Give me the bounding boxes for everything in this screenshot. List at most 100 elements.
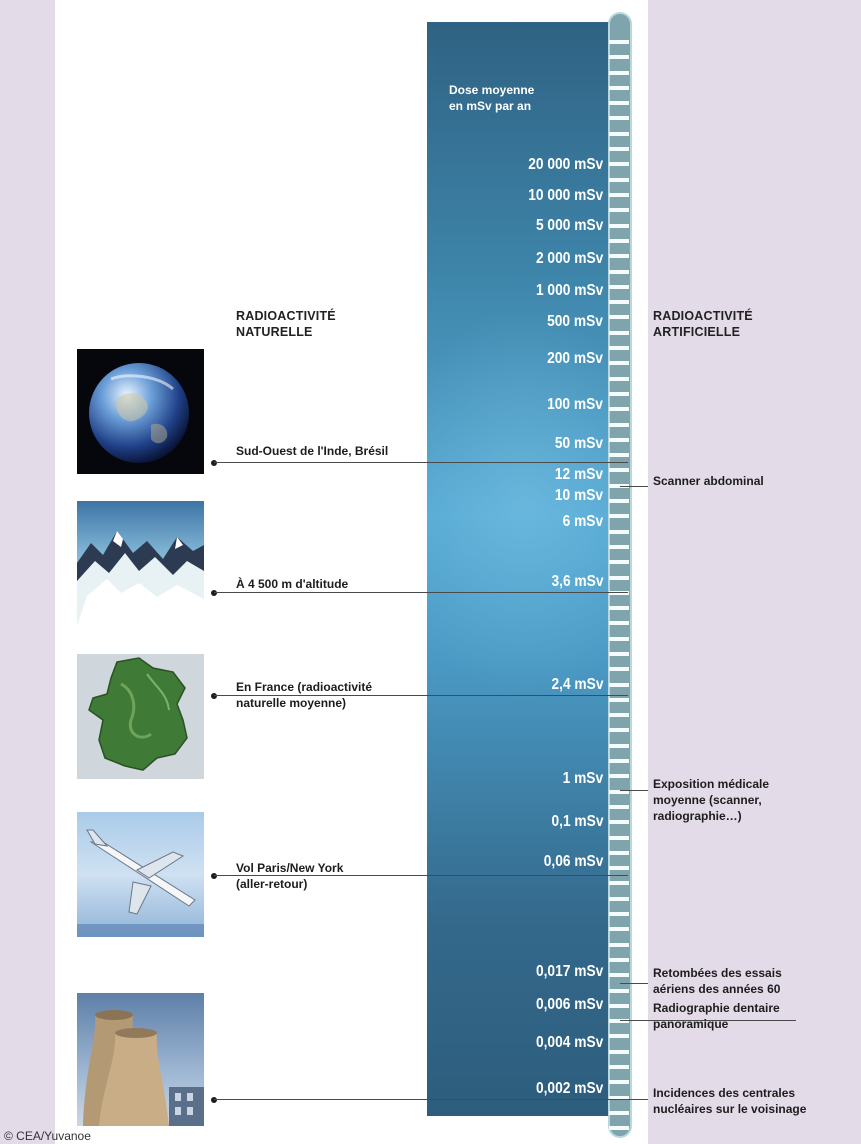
natural-label-inde: Sud-Ouest de l'Inde, Brésil [236,443,388,459]
tube-tick [609,315,629,319]
tube-tick [609,805,629,809]
tube-tick [609,116,629,120]
tube-tick [609,927,629,931]
tube-tick [609,744,629,748]
tube-tick [609,667,629,671]
heading-line: RADIOACTIVITÉ [236,309,336,323]
tube-tick [609,606,629,610]
dose-label-100: 100 mSv [547,396,603,413]
natural-label-france: En France (radioactivité naturelle moyen… [236,679,372,711]
leader-line-vol [214,875,628,876]
leader-dot [211,873,217,879]
natural-heading: RADIOACTIVITÉ NATURELLE [236,308,336,340]
france-map-image [77,654,204,779]
dose-label-5000: 5 000 mSv [535,217,603,234]
tube-tick [609,270,629,274]
label-line: nucléaires sur le voisinage [653,1102,807,1116]
tube-tick [609,1019,629,1023]
tube-tick [609,468,629,472]
tube-tick [609,132,629,136]
tube-tick [609,576,629,580]
heading-line: NATURELLE [236,325,313,339]
dose-label-6: 6 mSv [562,513,603,530]
artificial-label-scanner: Scanner abdominal [653,473,764,489]
tube-tick [609,147,629,151]
dose-label-200: 200 mSv [547,350,603,367]
tube-tick [609,1065,629,1069]
leader-dot [211,460,217,466]
artificial-label-medicale: Exposition médicale moyenne (scanner, ra… [653,776,769,824]
tube-tick [609,377,629,381]
tube-tick [609,912,629,916]
tube-tick [609,71,629,75]
leader-dot [211,1097,217,1103]
tube-tick [609,866,629,870]
natural-label-vol: Vol Paris/New York (aller-retour) [236,860,343,892]
label-line: En France (radioactivité [236,680,373,694]
dose-label-1000: 1 000 mSv [535,282,603,299]
heading-line: ARTIFICIELLE [653,325,741,339]
leader-line-centrales [214,1099,628,1100]
tube-tick [609,224,629,228]
airplane-image [77,812,204,937]
heading-line: RADIOACTIVITÉ [653,309,753,323]
tube-tick [609,774,629,778]
tube-tick [609,40,629,44]
label-line: aériens des années 60 [653,982,781,996]
tube-tick [609,1080,629,1084]
tube-tick [609,331,629,335]
tube-tick [609,1034,629,1038]
tube-tick [609,820,629,824]
tube-tick [609,86,629,90]
artificial-label-dentaire: Radiographie dentaire panoramique [653,1000,780,1032]
tube-tick [609,361,629,365]
tube-tick [609,897,629,901]
caption-line: en mSv par an [449,99,532,113]
label-line: Vol Paris/New York [236,861,344,875]
tube-tick [609,836,629,840]
dose-label-2000: 2 000 mSv [535,250,603,267]
dose-label-1: 1 mSv [562,770,603,787]
tube-tick [609,438,629,442]
tube-tick [609,759,629,763]
label-line: À 4 500 m d'altitude [236,577,349,591]
dose-label-0-002: 0,002 mSv [535,1080,603,1097]
tube-tick [609,239,629,243]
dose-scale-caption: Dose moyenne en mSv par an [449,82,534,114]
right-background-band [648,0,861,1144]
tube-tick [609,652,629,656]
tube-tick [609,346,629,350]
dose-label-500: 500 mSv [547,313,603,330]
dose-label-10: 10 mSv [554,487,603,504]
label-line: naturelle moyenne) [236,696,347,710]
tube-tick [609,193,629,197]
artificial-heading: RADIOACTIVITÉ ARTIFICIELLE [653,308,753,340]
leader-line-medicale [620,790,648,791]
tube-tick [609,300,629,304]
leader-line-retombees [620,983,648,984]
leader-dot [211,590,217,596]
dose-label-50: 50 mSv [554,435,603,452]
tube-tick [609,943,629,947]
tube-tick [609,208,629,212]
tube-tick [609,560,629,564]
leader-line-scanner [620,486,648,487]
tube-tick [609,530,629,534]
tube-tick [609,851,629,855]
tube-tick [609,178,629,182]
dose-label-3-6: 3,6 mSv [550,573,603,590]
label-line: moyenne (scanner, [653,793,762,807]
tube-tick [609,162,629,166]
dose-label-20000: 20 000 mSv [528,156,603,173]
label-line: Retombées des essais [653,966,782,980]
label-line: Sud-Ouest de l'Inde, Brésil [236,444,389,458]
dose-label-0-06: 0,06 mSv [543,853,603,870]
label-line: radiographie…) [653,809,742,823]
tube-tick [609,683,629,687]
dose-label-12: 12 mSv [554,466,603,483]
leader-line-inde [214,462,628,463]
graduated-tube [608,12,632,1138]
tube-tick [609,254,629,258]
tube-tick [609,989,629,993]
tube-tick [609,621,629,625]
